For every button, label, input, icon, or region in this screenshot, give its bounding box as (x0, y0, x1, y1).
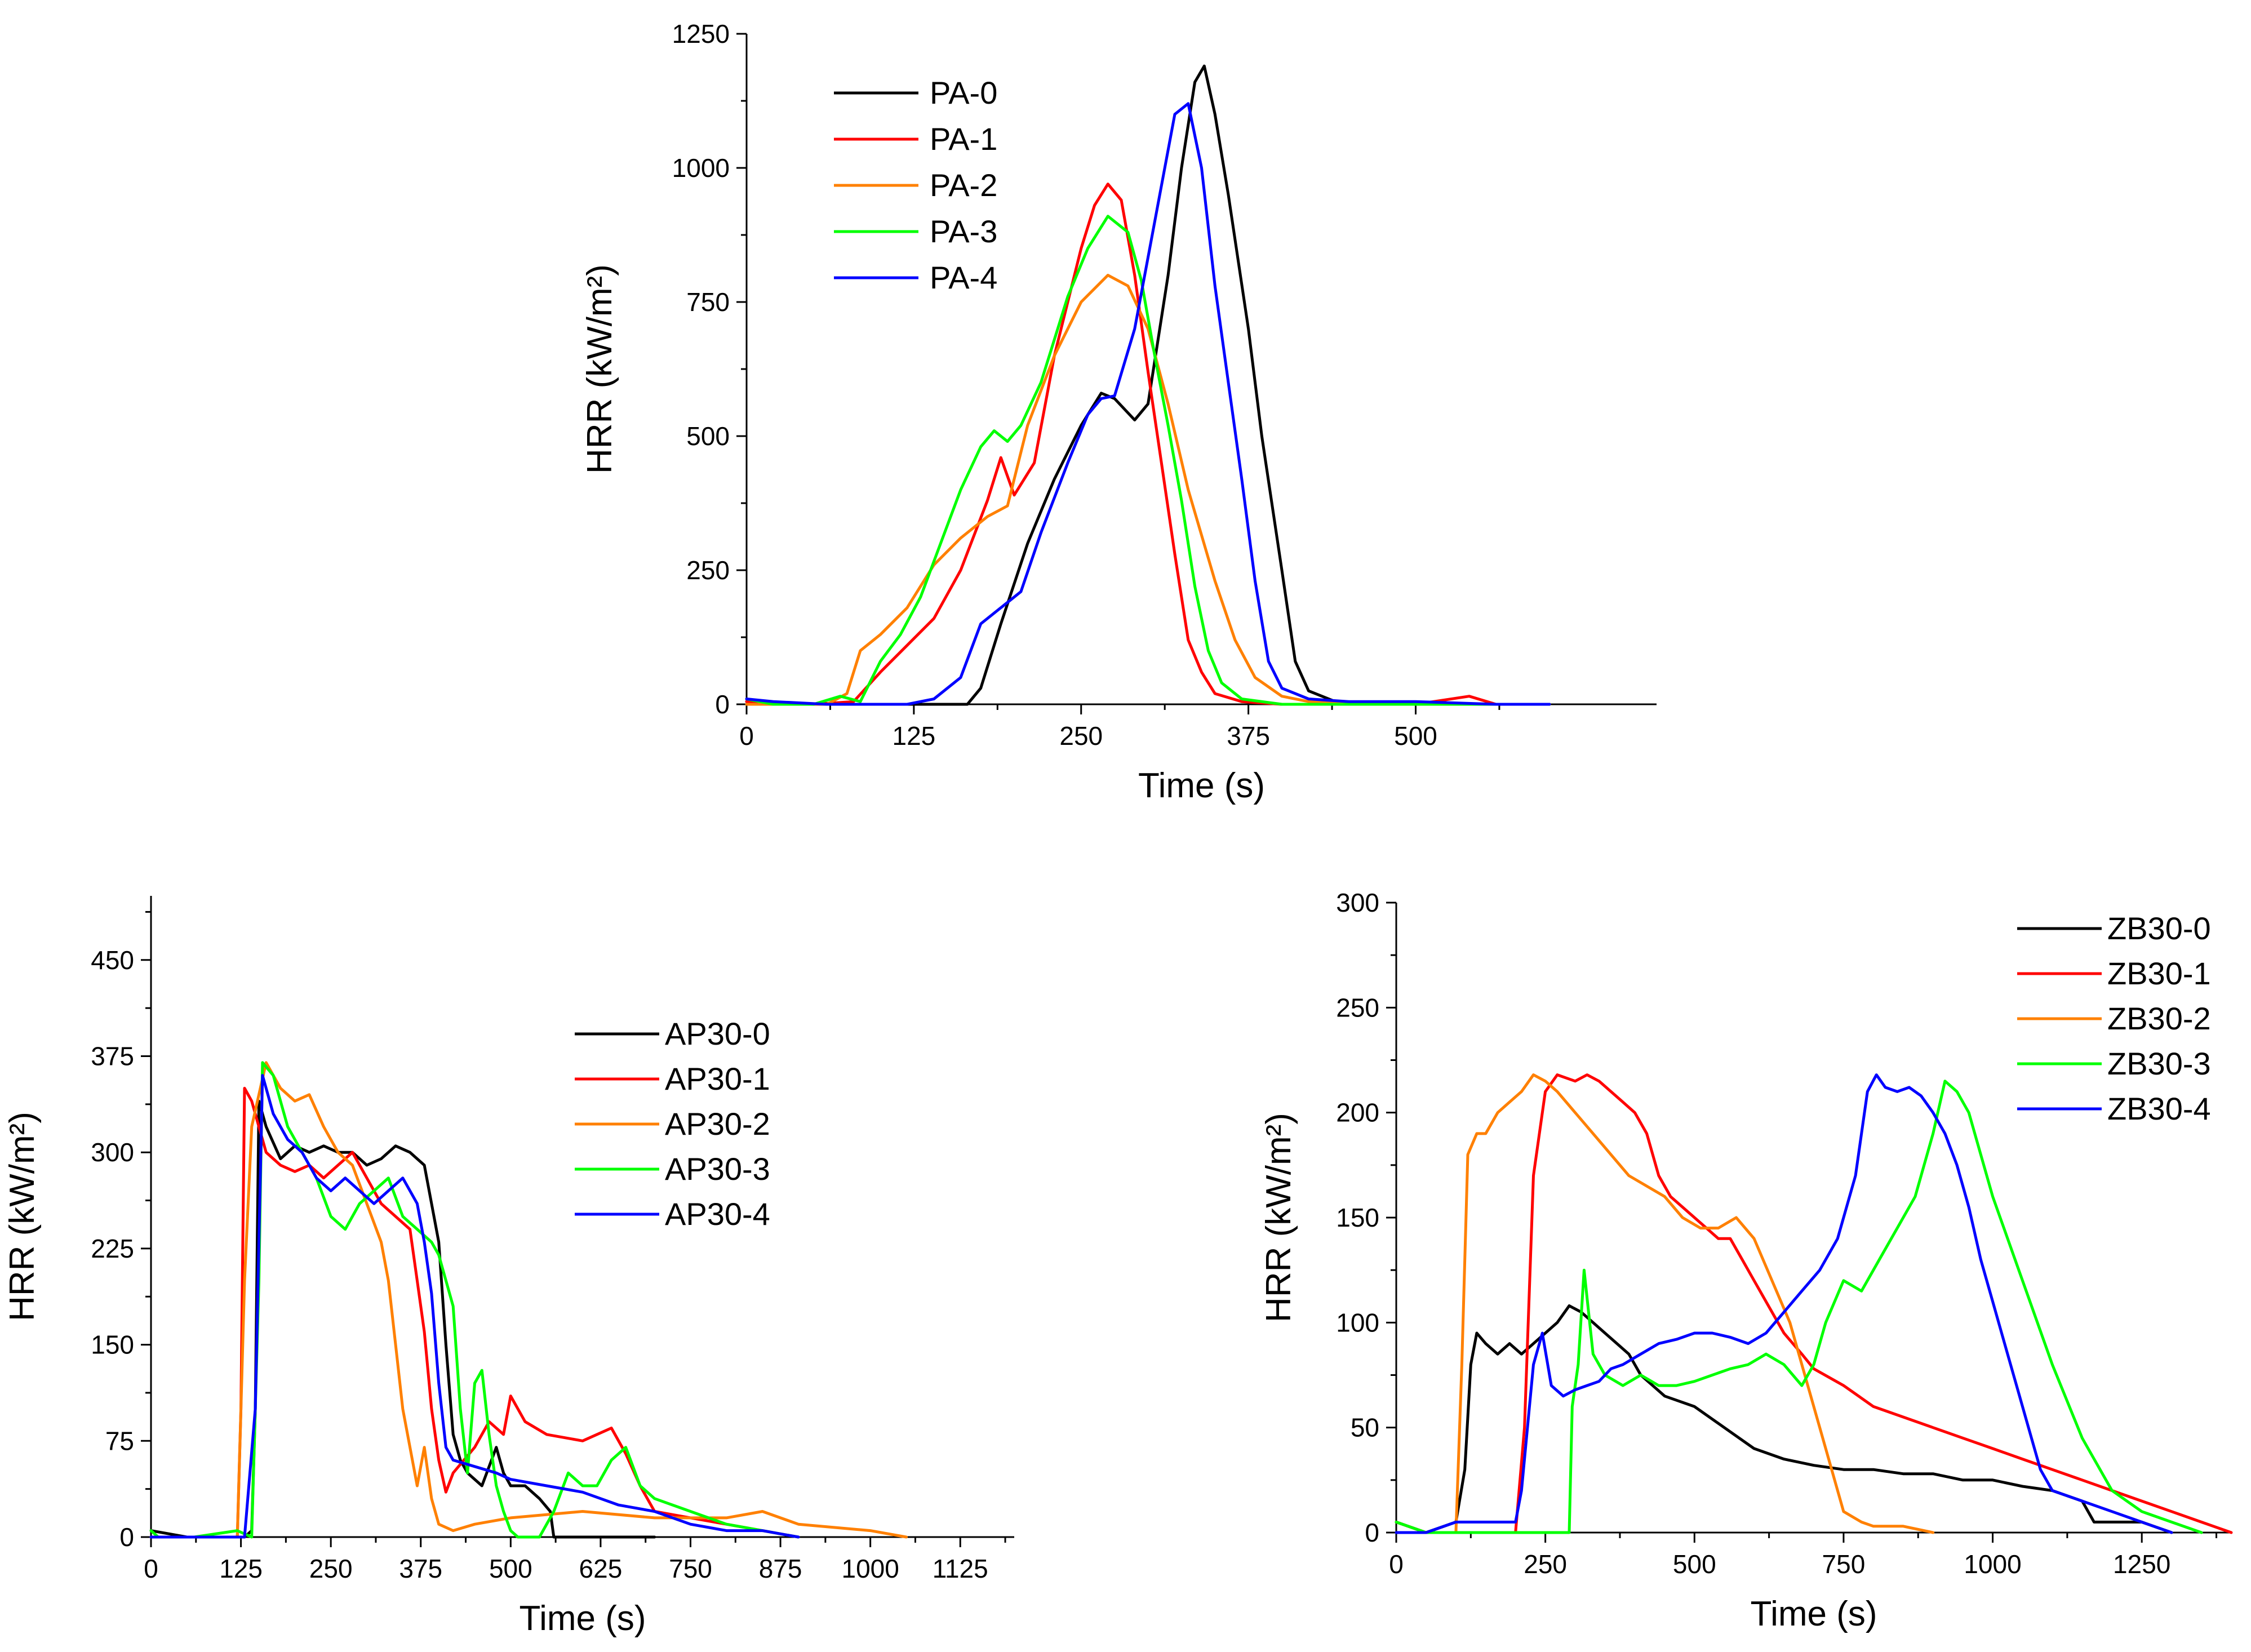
ap30-chart: 0 125 250 375 500 625 750 875 1000 1125 0 75 150 225 3… (3, 896, 1014, 1638)
ap30-y-tick-label: 300 (91, 1138, 134, 1167)
ap30-y-tick-label: 75 (105, 1426, 134, 1455)
ap30-y-tick-label: 450 (91, 945, 134, 975)
zb30-legend-label: ZB30-0 (2107, 911, 2211, 946)
zb30-series-zb30-1 (1395, 1073, 2233, 1534)
pa-legend-label: PA-4 (930, 260, 997, 295)
zb30-legend-label: ZB30-1 (2107, 956, 2211, 991)
pa-x-tick-label: 125 (893, 721, 936, 750)
pa-legend-label: PA-1 (930, 121, 997, 157)
ap30-y-tick-label: 375 (91, 1042, 134, 1071)
pa-y-axis-title: HRR (kW/m²) (580, 264, 619, 474)
zb30-series-zb30-3 (1395, 1080, 2203, 1534)
ap30-x-tick-label: 1000 (841, 1554, 899, 1583)
pa-series-pa-0 (745, 64, 1551, 706)
pa-x-tick-label: 500 (1394, 721, 1437, 750)
pa-legend-label: PA-0 (930, 75, 997, 110)
pa-x-tick-label: 0 (739, 721, 754, 750)
ap30-x-tick-label: 625 (579, 1554, 623, 1583)
ap30-x-tick-label: 500 (489, 1554, 532, 1583)
zb30-x-tick-label: 1250 (2113, 1549, 2170, 1579)
pa-x-tick-label: 250 (1059, 721, 1103, 750)
ap30-series-ap30-3 (149, 1061, 800, 1539)
pa-y-tick-label: 0 (715, 690, 730, 719)
ap30-series-ap30-0 (149, 1099, 656, 1539)
zb30-x-tick-label: 750 (1822, 1549, 1866, 1579)
zb30-legend-label: ZB30-2 (2107, 1001, 2211, 1036)
pa-x-axis-title: Time (s) (1138, 766, 1265, 805)
zb30-y-tick-label: 100 (1336, 1308, 1379, 1337)
ap30-y-tick-label: 0 (119, 1522, 134, 1552)
ap30-x-tick-label: 0 (144, 1554, 158, 1583)
zb30-x-tick-label: 0 (1389, 1549, 1404, 1579)
pa-y-tick-label: 1000 (672, 153, 730, 183)
zb30-legend-label: ZB30-4 (2107, 1091, 2211, 1126)
zb30-x-tick-label: 1000 (1964, 1549, 2021, 1579)
pa-legend-label: PA-3 (930, 214, 997, 249)
zb30-series-zb30-0 (1395, 1304, 2173, 1534)
ap30-y-tick-label: 150 (91, 1330, 134, 1360)
pa-x-tick-label: 375 (1227, 721, 1270, 750)
zb30-x-tick-label: 250 (1524, 1549, 1567, 1579)
ap30-series-ap30-2 (149, 1061, 908, 1539)
pa-legend-label: PA-2 (930, 167, 997, 203)
zb30-series-zb30-2 (1395, 1073, 1935, 1534)
zb30-y-tick-label: 300 (1336, 888, 1379, 917)
ap30-y-tick-label: 225 (91, 1234, 134, 1263)
pa-chart: 0 125 250 375 500 0 250 500 750 1000 1250 Time (s) H… (580, 19, 1657, 805)
pa-y-tick-label: 1250 (672, 19, 730, 48)
ap30-legend-label: AP30-4 (665, 1196, 770, 1232)
ap30-x-tick-label: 875 (759, 1554, 802, 1583)
pa-series-pa-4 (745, 102, 1551, 706)
ap30-legend-label: AP30-0 (665, 1016, 770, 1051)
pa-series-pa-2 (745, 273, 1551, 706)
zb30-x-axis-title: Time (s) (1751, 1595, 1877, 1633)
ap30-x-tick-label: 250 (309, 1554, 353, 1583)
zb30-chart: 0 250 500 750 1000 1250 0 50 100 150 200 250 300 Time… (1259, 888, 2233, 1633)
ap30-y-axis-title: HRR (kW/m²) (3, 1112, 42, 1321)
ap30-x-tick-label: 125 (219, 1554, 263, 1583)
ap30-x-axis-title: Time (s) (520, 1599, 646, 1638)
pa-y-tick-label: 250 (686, 556, 730, 585)
zb30-y-tick-label: 200 (1336, 1098, 1379, 1127)
ap30-x-tick-label: 750 (669, 1554, 712, 1583)
pa-series-pa-3 (745, 215, 1551, 706)
pa-y-tick-label: 750 (686, 287, 730, 317)
ap30-legend-label: AP30-2 (665, 1106, 770, 1142)
ap30-x-tick-label: 1125 (933, 1554, 988, 1583)
ap30-series-ap30-4 (149, 1074, 800, 1539)
pa-series-pa-1 (745, 183, 1551, 706)
zb30-x-tick-label: 500 (1673, 1549, 1716, 1579)
ap30-x-tick-label: 375 (399, 1554, 442, 1583)
zb30-y-tick-label: 250 (1336, 993, 1379, 1022)
zb30-series-zb30-4 (1395, 1073, 2173, 1534)
zb30-y-tick-label: 50 (1351, 1413, 1379, 1442)
pa-y-tick-label: 500 (686, 421, 730, 451)
zb30-y-tick-label: 0 (1365, 1518, 1379, 1547)
zb30-y-tick-label: 150 (1336, 1203, 1379, 1232)
ap30-legend-label: AP30-3 (665, 1151, 770, 1187)
ap30-legend-label: AP30-1 (665, 1061, 770, 1096)
zb30-y-axis-title: HRR (kW/m²) (1259, 1113, 1298, 1322)
zb30-legend-label: ZB30-3 (2107, 1046, 2211, 1081)
